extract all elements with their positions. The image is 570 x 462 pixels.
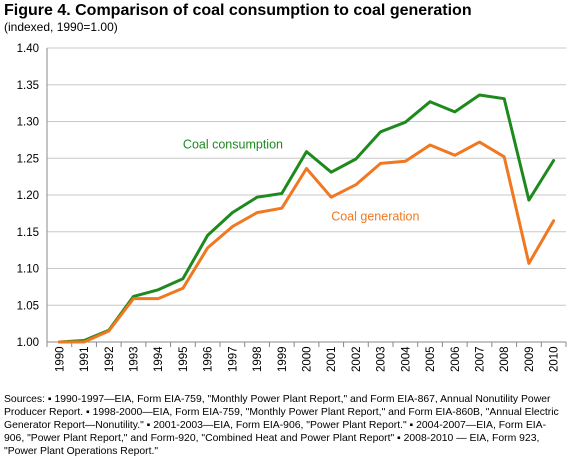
x-tick-label: 1997 bbox=[227, 346, 239, 372]
x-tick-label: 2007 bbox=[475, 346, 487, 372]
page-subtitle: (indexed, 1990=1.00) bbox=[4, 20, 118, 34]
series-labels: Coal consumption Coal generation bbox=[183, 138, 420, 224]
x-tick-label: 1996 bbox=[203, 346, 215, 372]
x-tick-label: 2010 bbox=[549, 346, 561, 372]
x-tick-label: 2001 bbox=[326, 346, 338, 372]
x-tick-label: 1990 bbox=[54, 346, 66, 372]
y-tick-label: 1.30 bbox=[17, 117, 39, 129]
line-chart: 1.00 1.05 1.10 1.15 1.20 1.25 1.30 1.35 1.40 199… bbox=[17, 43, 567, 372]
series-lines bbox=[57, 93, 556, 344]
series-label-1: Coal generation bbox=[331, 210, 419, 224]
y-tick-label: 1.35 bbox=[17, 80, 39, 92]
x-tick-label: 2000 bbox=[302, 346, 314, 372]
y-axis-ticks: 1.00 1.05 1.10 1.15 1.20 1.25 1.30 1.35 1.40 bbox=[17, 43, 39, 349]
x-tick-label: 2005 bbox=[425, 346, 437, 372]
x-tick-label: 1991 bbox=[79, 346, 91, 372]
x-axis-ticks: 1990 1991 1992 1993 1994 1995 1996 1997 1998 1999… bbox=[54, 346, 560, 372]
x-tick-label: 2003 bbox=[376, 346, 388, 372]
x-tick-label: 2009 bbox=[524, 346, 536, 372]
y-tick-label: 1.40 bbox=[17, 43, 39, 55]
x-tick-label: 2004 bbox=[400, 346, 412, 372]
page-title: Figure 4. Comparison of coal consumption… bbox=[4, 2, 472, 19]
y-tick-label: 1.25 bbox=[17, 153, 39, 165]
x-tick-label: 1995 bbox=[178, 346, 190, 372]
x-tick-label: 1998 bbox=[252, 346, 264, 372]
x-tick-label: 2006 bbox=[450, 346, 462, 372]
x-tick-label: 1992 bbox=[104, 346, 116, 372]
x-tick-label: 1994 bbox=[153, 346, 165, 372]
series-line-0 bbox=[57, 93, 556, 344]
y-tick-label: 1.10 bbox=[17, 264, 39, 276]
y-tick-label: 1.20 bbox=[17, 190, 39, 202]
series-label-0: Coal consumption bbox=[183, 138, 283, 152]
y-tick-label: 1.05 bbox=[17, 300, 39, 312]
x-tick-label: 2008 bbox=[499, 346, 511, 372]
x-tick-label: 1999 bbox=[277, 346, 289, 372]
x-tick-label: 1993 bbox=[129, 346, 141, 372]
y-tick-label: 1.15 bbox=[17, 227, 39, 239]
gridlines bbox=[47, 47, 566, 306]
sources-note: Sources: ▪ 1990-1997—EIA, Form EIA-759, … bbox=[4, 394, 559, 457]
series-line-1 bbox=[57, 140, 556, 344]
y-tick-label: 1.00 bbox=[17, 337, 39, 349]
axes bbox=[46, 48, 567, 347]
x-tick-label: 2002 bbox=[351, 346, 363, 372]
